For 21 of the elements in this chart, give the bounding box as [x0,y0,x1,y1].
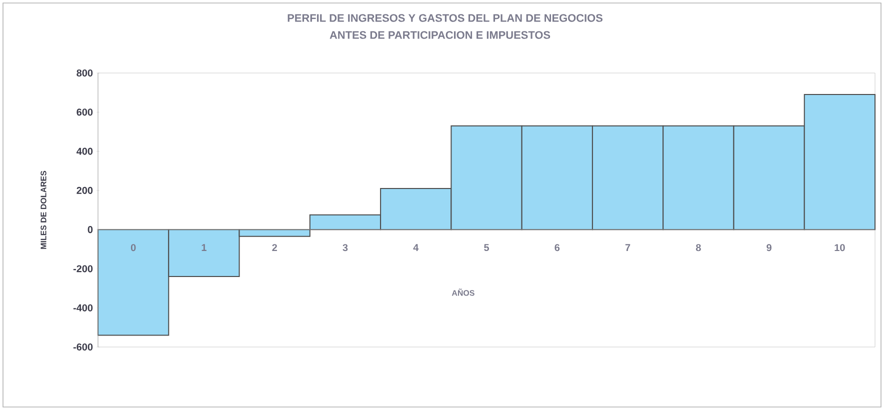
x-tick-label: 4 [413,244,419,251]
x-tick-label: 8 [696,244,701,252]
y-tick-label: 800 [76,69,93,77]
x-tick-label: 1 [202,244,206,251]
x-tick-label: 0 [130,244,136,252]
y-tick-label: -200 [73,265,93,272]
y-tick-label: 0 [88,226,93,234]
chart-title: PERFIL DE INGRESOS Y GASTOS DEL PLAN DE NEGOCIOS [288,14,602,22]
y-tick-label: -600 [73,343,93,351]
x-tick-label: 2 [272,244,277,252]
x-tick-label: 6 [554,244,560,252]
y-tick-label: 200 [76,186,93,194]
chart-subtitle: ANTES DE PARTICIPACION E IMPUESTOS [330,31,550,39]
x-tick-label: 7 [625,244,630,251]
y-tick-label: 600 [76,108,93,116]
y-tick-label: 400 [76,148,93,155]
x-tick-label: 9 [766,244,772,252]
y-tick-label: -400 [73,304,93,312]
x-tick-label: 10 [834,244,845,252]
x-tick-label: 3 [342,244,348,252]
x-tick-label: 5 [484,244,490,252]
